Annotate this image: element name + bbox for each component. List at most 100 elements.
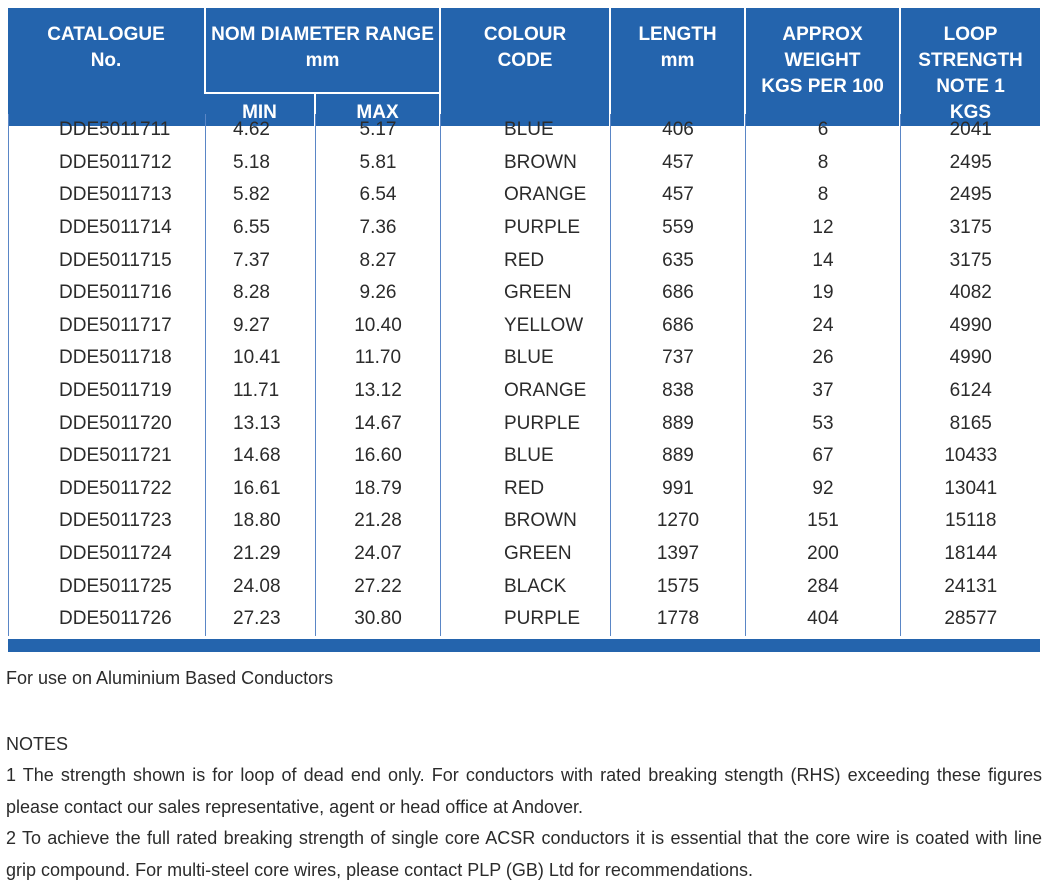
header-line: COLOUR: [483, 24, 567, 45]
weight-cell: 53: [745, 407, 901, 440]
loop-cell: 15118: [900, 505, 1041, 538]
catalogue-cell: DDE5011726: [8, 602, 206, 636]
colour-cell: YELLOW: [440, 309, 611, 343]
length-cell: 406: [610, 114, 746, 147]
min-cell: 9.27: [205, 309, 316, 343]
min-cell: 6.55: [205, 211, 316, 245]
colour-cell: ORANGE: [440, 374, 611, 408]
notes-title: NOTES: [6, 734, 69, 754]
loop-cell: 24131: [900, 570, 1041, 603]
usage-note: For use on Aluminium Based Conductors: [6, 668, 334, 688]
header-loop: LOOP STRENGTH NOTE 1 KGS: [899, 8, 1041, 126]
table-body: DDE5011711 4.62 5.17 BLUE 406 6 2041 DDE5011712…: [8, 114, 1041, 636]
catalogue-cell: DDE5011721: [8, 439, 206, 473]
weight-cell: 14: [745, 244, 901, 277]
row: DDE5011712 5.18 5.81 BROWN 457 8 2495: [8, 146, 1041, 180]
colour-cell: BLUE: [440, 114, 611, 147]
weight-cell: 24: [745, 309, 901, 343]
max-cell: 18.79: [315, 472, 441, 506]
header-catalogue: CATALOGUE No.: [8, 8, 205, 126]
row: DDE5011726 27.23 30.80 PURPLE 1778 404 28577: [8, 602, 1041, 636]
weight-cell: 8: [745, 146, 901, 180]
max-cell: 16.60: [315, 439, 441, 473]
rows: DDE5011711 4.62 5.17 BLUE 406 6 2041 DDE5011712…: [8, 114, 1041, 636]
max-cell: 5.17: [315, 114, 441, 147]
loop-cell: 3175: [900, 244, 1041, 277]
length-cell: 686: [610, 309, 746, 343]
max-cell: 14.67: [315, 407, 441, 440]
weight-cell: 200: [745, 537, 901, 571]
header-line: LENGTH: [638, 24, 717, 45]
min-cell: 4.62: [205, 114, 316, 147]
row: DDE5011715 7.37 8.27 RED 635 14 3175: [8, 244, 1041, 277]
loop-cell: 10433: [900, 439, 1041, 473]
weight-cell: 8: [745, 179, 901, 212]
max-cell: 11.70: [315, 342, 441, 375]
header-line: KGS PER 100: [761, 76, 884, 97]
weight-cell: 6: [745, 114, 901, 147]
weight-cell: 284: [745, 570, 901, 603]
max-cell: 5.81: [315, 146, 441, 180]
catalogue-cell: DDE5011722: [8, 472, 206, 506]
catalogue-cell: DDE5011716: [8, 276, 206, 310]
colour-cell: GREEN: [440, 537, 611, 571]
loop-cell: 6124: [900, 374, 1041, 408]
weight-cell: 67: [745, 439, 901, 473]
colour-cell: GREEN: [440, 276, 611, 310]
weight-cell: 12: [745, 211, 901, 245]
header-line: CODE: [497, 50, 553, 71]
colour-cell: ORANGE: [440, 179, 611, 212]
length-cell: 635: [610, 244, 746, 277]
catalogue-cell: DDE5011712: [8, 146, 206, 180]
row: DDE5011722 16.61 18.79 RED 991 92 13041: [8, 472, 1041, 506]
catalogue-cell: DDE5011711: [8, 114, 206, 147]
min-cell: 27.23: [205, 602, 316, 636]
max-cell: 7.36: [315, 211, 441, 245]
weight-cell: 404: [745, 602, 901, 636]
min-cell: 16.61: [205, 472, 316, 506]
loop-cell: 2041: [900, 114, 1041, 147]
colour-cell: PURPLE: [440, 211, 611, 245]
header-line: APPROX WEIGHT: [782, 24, 863, 71]
weight-cell: 37: [745, 374, 901, 408]
loop-cell: 4082: [900, 276, 1041, 310]
row: DDE5011725 24.08 27.22 BLACK 1575 284 24131: [8, 570, 1041, 603]
length-cell: 686: [610, 276, 746, 310]
table-header: CATALOGUE No. NOM DIAMETER RANGE mm COLOUR…: [8, 8, 1041, 126]
header-line: LOOP STRENGTH: [918, 24, 1023, 71]
loop-cell: 2495: [900, 146, 1041, 180]
colour-cell: BLUE: [440, 439, 611, 473]
max-cell: 8.27: [315, 244, 441, 277]
row: DDE5011721 14.68 16.60 BLUE 889 67 10433: [8, 439, 1041, 473]
weight-cell: 92: [745, 472, 901, 506]
length-cell: 889: [610, 407, 746, 440]
row: DDE5011711 4.62 5.17 BLUE 406 6 2041: [8, 114, 1041, 147]
header-line: mm: [305, 50, 340, 71]
catalogue-cell: DDE5011713: [8, 179, 206, 212]
colour-cell: BLACK: [440, 570, 611, 603]
length-cell: 1270: [610, 505, 746, 538]
header-nom-diameter: NOM DIAMETER RANGE mm: [203, 8, 441, 94]
table-bottom-bar: [8, 639, 1040, 652]
length-cell: 457: [610, 146, 746, 180]
row: DDE5011714 6.55 7.36 PURPLE 559 12 3175: [8, 211, 1041, 245]
max-cell: 9.26: [315, 276, 441, 310]
loop-cell: 3175: [900, 211, 1041, 245]
row: DDE5011723 18.80 21.28 BROWN 1270 151 15118: [8, 505, 1041, 538]
min-cell: 24.08: [205, 570, 316, 603]
min-cell: 7.37: [205, 244, 316, 277]
length-cell: 838: [610, 374, 746, 408]
loop-cell: 13041: [900, 472, 1041, 506]
min-cell: 8.28: [205, 276, 316, 310]
loop-cell: 28577: [900, 602, 1041, 636]
catalogue-cell: DDE5011714: [8, 211, 206, 245]
max-cell: 27.22: [315, 570, 441, 603]
header-line: CATALOGUE: [47, 24, 165, 45]
colour-cell: RED: [440, 472, 611, 506]
min-cell: 13.13: [205, 407, 316, 440]
row: DDE5011718 10.41 11.70 BLUE 737 26 4990: [8, 342, 1041, 375]
colour-cell: RED: [440, 244, 611, 277]
weight-cell: 151: [745, 505, 901, 538]
length-cell: 457: [610, 179, 746, 212]
colour-cell: PURPLE: [440, 407, 611, 440]
